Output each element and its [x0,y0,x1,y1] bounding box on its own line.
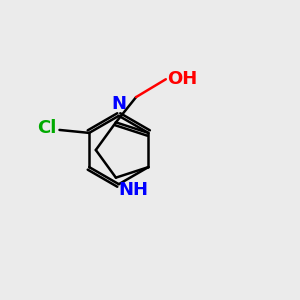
Text: OH: OH [167,70,198,88]
Text: Cl: Cl [37,119,56,137]
Text: NH: NH [119,181,149,199]
Text: N: N [111,95,126,113]
